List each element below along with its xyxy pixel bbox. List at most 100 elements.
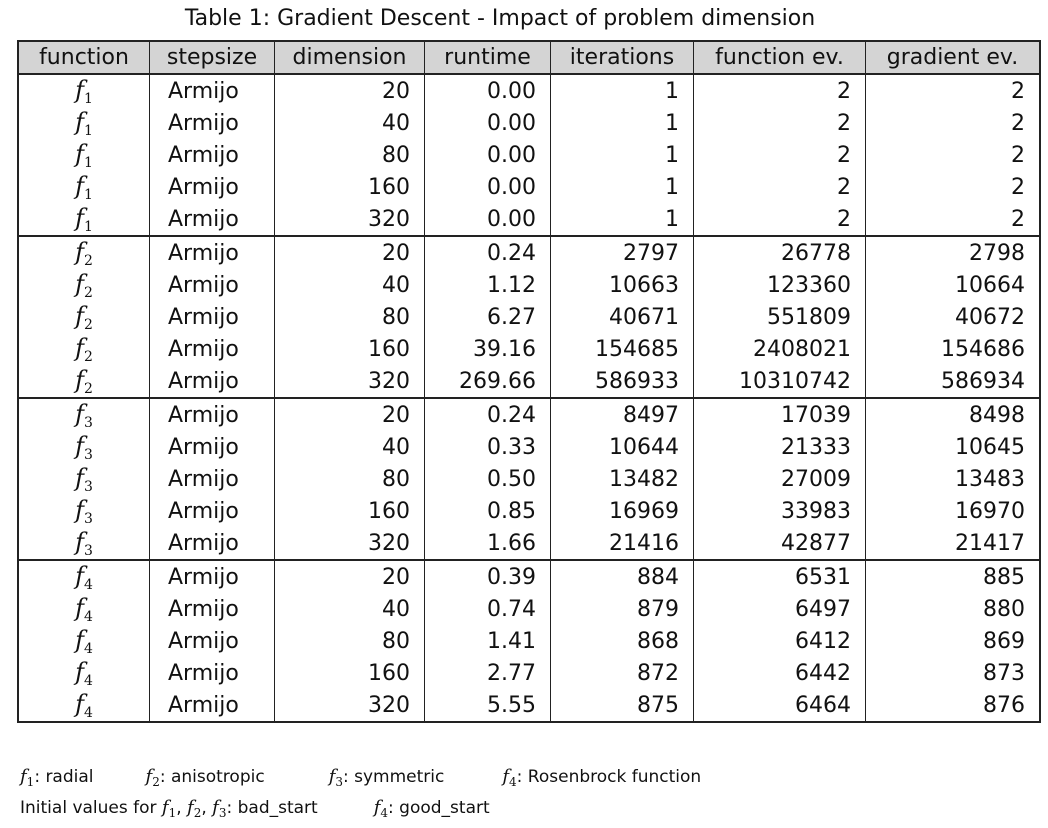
prefix: Initial values for bbox=[20, 798, 162, 818]
function-symbol: f1 bbox=[75, 139, 93, 171]
symbol: f bbox=[75, 75, 84, 104]
table-cell: 20 bbox=[274, 74, 425, 107]
table-cell: 320 bbox=[274, 689, 425, 722]
table-cell: 872 bbox=[550, 657, 694, 689]
table-row: f2 Armijo 80 6.27 40671 551809 40672 bbox=[17, 301, 1041, 333]
table-cell: Armijo bbox=[149, 495, 275, 527]
table-cell: 0.00 bbox=[424, 139, 551, 171]
subscript: 2 bbox=[83, 380, 93, 397]
table-row: f4 Armijo 160 2.77 872 6442 873 bbox=[17, 657, 1041, 689]
legend-item: f3: symmetric bbox=[329, 764, 445, 795]
table-cell: Armijo bbox=[149, 689, 275, 722]
table-cell: 875 bbox=[550, 689, 694, 722]
table-cell: 1 bbox=[550, 107, 694, 139]
function-symbol: f3 bbox=[328, 766, 343, 789]
table-cell: 2 bbox=[865, 74, 1041, 107]
table-cell: 885 bbox=[865, 559, 1041, 593]
function-cell: f2 bbox=[17, 301, 150, 333]
table-cell: Armijo bbox=[149, 107, 275, 139]
table-cell: 6531 bbox=[693, 559, 866, 593]
subscript: 3 bbox=[83, 510, 93, 527]
function-cell: f4 bbox=[17, 689, 150, 722]
table-cell: 2 bbox=[865, 107, 1041, 139]
symbol: f bbox=[75, 431, 84, 460]
table-row: f4 Armijo 320 5.55 875 6464 876 bbox=[17, 689, 1041, 722]
table-cell: Armijo bbox=[149, 139, 275, 171]
subscript: 4 bbox=[83, 576, 93, 593]
function-symbol: f4 bbox=[373, 797, 389, 820]
table-cell: 269.66 bbox=[424, 365, 551, 398]
table-row: f3 Armijo 20 0.24 8497 17039 8498 bbox=[17, 397, 1041, 431]
function-symbol: f4 bbox=[502, 766, 516, 789]
function-cell: f1 bbox=[17, 171, 150, 203]
table-cell: 0.33 bbox=[424, 431, 551, 463]
table-cell: 10644 bbox=[550, 431, 694, 463]
table-cell: Armijo bbox=[149, 625, 275, 657]
function-cell: f1 bbox=[17, 74, 150, 107]
subscript: 2 bbox=[193, 806, 202, 820]
function-symbol: f3 bbox=[75, 400, 93, 431]
table-cell: Armijo bbox=[149, 171, 275, 203]
table-cell: Armijo bbox=[149, 365, 275, 398]
symbol: f bbox=[20, 766, 27, 787]
column-header: stepsize bbox=[149, 40, 275, 75]
table-cell: 21417 bbox=[865, 527, 1041, 560]
subscript: 1 bbox=[83, 154, 93, 171]
table-cell: 2798 bbox=[865, 235, 1041, 269]
symbol: f bbox=[161, 797, 169, 818]
table-cell: 154685 bbox=[550, 333, 694, 365]
table-cell: 6442 bbox=[693, 657, 866, 689]
symbol: f bbox=[75, 625, 84, 654]
function-symbol: f2 bbox=[75, 334, 93, 365]
table-cell: Armijo bbox=[149, 527, 275, 560]
table-row: f3 Armijo 40 0.33 10644 21333 10645 bbox=[17, 431, 1041, 463]
symbol: f bbox=[212, 797, 219, 818]
symbol: f bbox=[75, 527, 84, 556]
symbol: f bbox=[328, 766, 336, 787]
legend-text: : radial bbox=[34, 767, 94, 787]
table-cell: 160 bbox=[274, 495, 425, 527]
subscript: 3 bbox=[83, 446, 93, 463]
table-row: f1 Armijo 160 0.00 1 2 2 bbox=[17, 171, 1041, 203]
function-symbol: f1 bbox=[75, 203, 93, 235]
symbol: f bbox=[75, 689, 84, 718]
table-row: f2 Armijo 20 0.24 2797 26778 2798 bbox=[17, 235, 1041, 269]
table-cell: Armijo bbox=[149, 74, 275, 107]
table-cell: 42877 bbox=[693, 527, 866, 560]
subscript: 2 bbox=[83, 348, 93, 365]
table-cell: 8498 bbox=[865, 397, 1041, 431]
symbol: f bbox=[75, 463, 84, 492]
table-cell: 154686 bbox=[865, 333, 1041, 365]
subscript: 4 bbox=[380, 806, 389, 820]
symbol: f bbox=[373, 797, 381, 818]
subscript: 2 bbox=[83, 316, 93, 333]
table-cell: Armijo bbox=[149, 269, 275, 301]
table-cell: 6.27 bbox=[424, 301, 551, 333]
table-row: f1 Armijo 20 0.00 1 2 2 bbox=[17, 74, 1041, 107]
table-cell: 320 bbox=[274, 365, 425, 398]
table-cell: 39.16 bbox=[424, 333, 551, 365]
table-row: f2 Armijo 40 1.12 10663 123360 10664 bbox=[17, 269, 1041, 301]
table-cell: 2 bbox=[693, 171, 866, 203]
table-cell: 884 bbox=[550, 559, 694, 593]
column-header: gradient ev. bbox=[865, 40, 1041, 75]
table-cell: 0.24 bbox=[424, 397, 551, 431]
table-cell: 10310742 bbox=[693, 365, 866, 398]
table-cell: 40 bbox=[274, 269, 425, 301]
table-cell: 0.24 bbox=[424, 235, 551, 269]
table-cell: 2 bbox=[693, 139, 866, 171]
symbol: f bbox=[75, 203, 84, 232]
function-cell: f3 bbox=[17, 495, 150, 527]
legend-text: : anisotropic bbox=[159, 767, 265, 787]
table-cell: 10645 bbox=[865, 431, 1041, 463]
table-cell: 1 bbox=[550, 74, 694, 107]
symbol: f bbox=[75, 495, 84, 524]
table-cell: 876 bbox=[865, 689, 1041, 722]
table-cell: 2.77 bbox=[424, 657, 551, 689]
table-cell: 2408021 bbox=[693, 333, 866, 365]
subscript: 3 bbox=[83, 414, 93, 431]
table-cell: 0.00 bbox=[424, 107, 551, 139]
subscript: 4 bbox=[83, 704, 93, 721]
table-cell: 551809 bbox=[693, 301, 866, 333]
symbol: f bbox=[75, 139, 84, 168]
